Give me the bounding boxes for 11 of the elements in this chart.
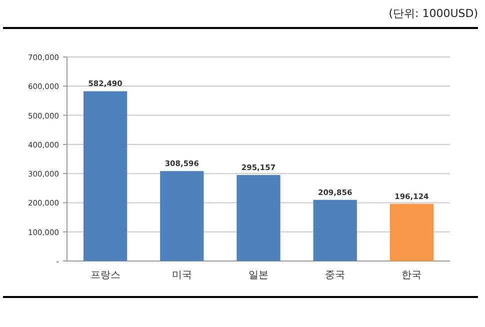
bar	[313, 200, 357, 261]
bar	[160, 171, 204, 261]
bar	[236, 174, 280, 261]
x-tick-label: 한국	[402, 270, 422, 281]
x-tick-label: 중국	[325, 270, 346, 281]
text: (단위: 1000USD)	[388, 7, 478, 20]
x-tick-label: 미국	[172, 270, 192, 281]
bar	[83, 91, 128, 261]
x-tick-label: 일본	[248, 270, 268, 281]
bar	[390, 204, 434, 261]
x-tick-label: 프랑스	[90, 270, 120, 281]
